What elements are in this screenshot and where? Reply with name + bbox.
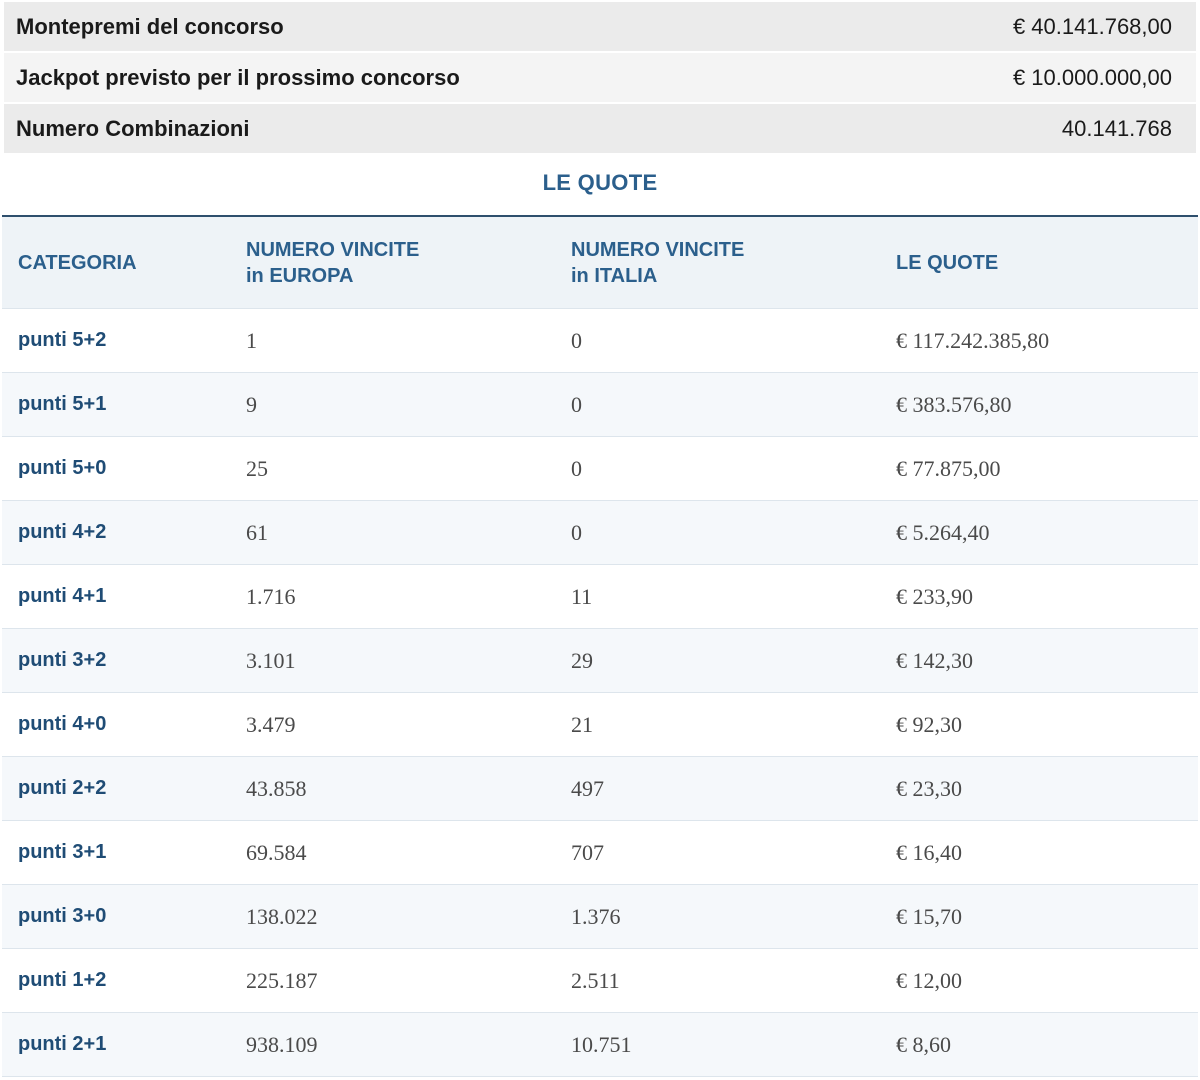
header-label-line1: NUMERO VINCITE [571,238,745,261]
cell-vincite-europa: 61 [230,500,555,565]
column-header-italia: NUMERO VINCITE in ITALIA [555,216,880,309]
header-label-line1: NUMERO VINCITE [246,238,420,261]
cell-quota: € 383.576,80 [880,372,1198,437]
table-row: punti 5+1 9 0 € 383.576,80 [2,372,1198,437]
cell-vincite-europa: 69.584 [230,820,555,885]
cell-quota: € 117.242.385,80 [880,308,1198,373]
summary-value: € 40.141.768,00 [1012,13,1172,39]
cell-quota: € 23,30 [880,756,1198,821]
cell-vincite-italia: 29 [555,628,880,693]
cell-vincite-italia: 0 [555,372,880,437]
cell-categoria: punti 4+2 [2,500,230,565]
cell-vincite-europa: 1.716 [230,564,555,629]
cell-vincite-europa: 25 [230,436,555,501]
odds-table-header: CATEGORIA NUMERO VINCITE in EUROPA NUMER… [2,216,1198,309]
summary-value: 40.141.768 [1061,115,1172,141]
cell-categoria: punti 1+2 [2,948,230,1013]
cell-vincite-italia: 1.376 [555,884,880,949]
cell-vincite-europa: 938.109 [230,1012,555,1077]
header-label: CATEGORIA [18,251,137,274]
table-row: punti 5+2 1 0 € 117.242.385,80 [2,308,1198,373]
summary-row-jackpot: Jackpot previsto per il prossimo concors… [4,53,1196,102]
section-title: LE QUOTE [542,170,658,195]
cell-categoria: punti 3+2 [2,628,230,693]
cell-vincite-italia: 0 [555,436,880,501]
summary-row-montepremi: Montepremi del concorso € 40.141.768,00 [4,2,1196,51]
table-row: punti 3+0 138.022 1.376 € 15,70 [2,884,1198,949]
odds-table-body: punti 5+2 1 0 € 117.242.385,80 punti 5+1… [2,308,1198,1077]
header-label: LE QUOTE [896,251,999,274]
cell-categoria: punti 3+0 [2,884,230,949]
odds-table: CATEGORIA NUMERO VINCITE in EUROPA NUMER… [2,215,1198,1077]
cell-vincite-italia: 497 [555,756,880,821]
cell-quota: € 15,70 [880,884,1198,949]
summary-label: Montepremi del concorso [16,13,284,39]
cell-vincite-italia: 10.751 [555,1012,880,1077]
cell-vincite-italia: 0 [555,500,880,565]
column-header-europa: NUMERO VINCITE in EUROPA [230,216,555,309]
table-row: punti 2+2 43.858 497 € 23,30 [2,756,1198,821]
prize-summary: Montepremi del concorso € 40.141.768,00 … [4,2,1196,155]
cell-categoria: punti 4+1 [2,564,230,629]
column-header-quote: LE QUOTE [880,216,1198,309]
cell-quota: € 233,90 [880,564,1198,629]
cell-quota: € 5.264,40 [880,500,1198,565]
header-row: CATEGORIA NUMERO VINCITE in EUROPA NUMER… [2,216,1198,309]
table-row: punti 3+1 69.584 707 € 16,40 [2,820,1198,885]
cell-quota: € 16,40 [880,820,1198,885]
summary-row-combinazioni: Numero Combinazioni 40.141.768 [4,104,1196,153]
cell-categoria: punti 2+2 [2,756,230,821]
cell-vincite-europa: 1 [230,308,555,373]
cell-vincite-europa: 3.101 [230,628,555,693]
column-header-categoria: CATEGORIA [2,216,230,309]
table-row: punti 4+1 1.716 11 € 233,90 [2,564,1198,629]
table-row: punti 1+2 225.187 2.511 € 12,00 [2,948,1198,1013]
cell-quota: € 77.875,00 [880,436,1198,501]
cell-categoria: punti 5+2 [2,308,230,373]
table-row: punti 4+2 61 0 € 5.264,40 [2,500,1198,565]
cell-categoria: punti 3+1 [2,820,230,885]
cell-quota: € 12,00 [880,948,1198,1013]
cell-vincite-italia: 21 [555,692,880,757]
cell-categoria: punti 4+0 [2,692,230,757]
cell-quota: € 92,30 [880,692,1198,757]
cell-vincite-italia: 11 [555,564,880,629]
header-label-line2: in EUROPA [246,264,354,287]
table-row: punti 5+0 25 0 € 77.875,00 [2,436,1198,501]
cell-quota: € 142,30 [880,628,1198,693]
summary-label: Jackpot previsto per il prossimo concors… [16,64,460,90]
cell-vincite-europa: 43.858 [230,756,555,821]
cell-vincite-italia: 2.511 [555,948,880,1013]
cell-vincite-europa: 225.187 [230,948,555,1013]
cell-categoria: punti 5+0 [2,436,230,501]
header-label-line2: in ITALIA [571,264,658,287]
summary-value: € 10.000.000,00 [1012,64,1172,90]
cell-vincite-europa: 3.479 [230,692,555,757]
cell-quota: € 8,60 [880,1012,1198,1077]
cell-vincite-italia: 0 [555,308,880,373]
cell-categoria: punti 2+1 [2,1012,230,1077]
table-row: punti 2+1 938.109 10.751 € 8,60 [2,1012,1198,1077]
cell-categoria: punti 5+1 [2,372,230,437]
summary-label: Numero Combinazioni [16,115,250,141]
cell-vincite-europa: 138.022 [230,884,555,949]
table-row: punti 4+0 3.479 21 € 92,30 [2,692,1198,757]
cell-vincite-europa: 9 [230,372,555,437]
table-row: punti 3+2 3.101 29 € 142,30 [2,628,1198,693]
cell-vincite-italia: 707 [555,820,880,885]
